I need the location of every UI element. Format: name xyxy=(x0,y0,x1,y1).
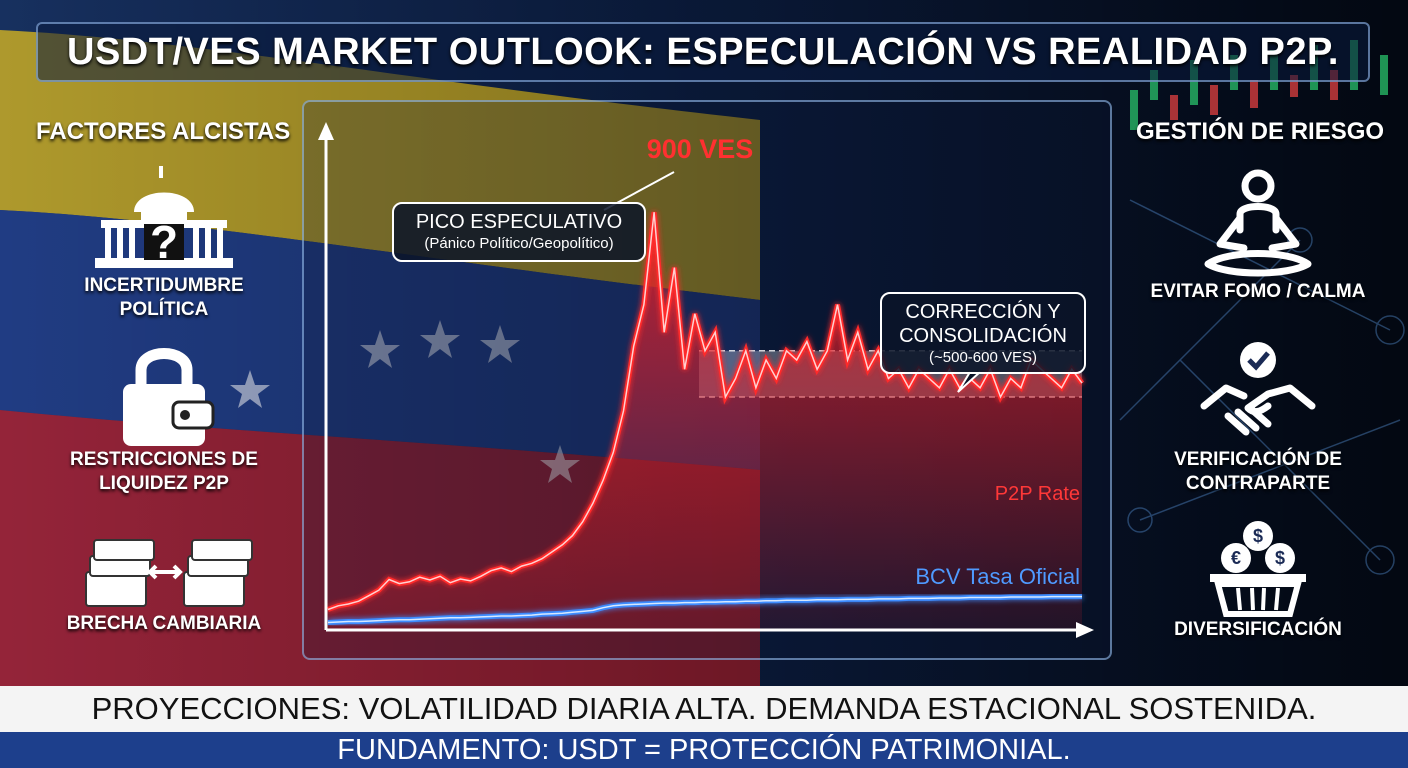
projections-banner: PROYECCIONES: VOLATILIDAD DIARIA ALTA. D… xyxy=(0,686,1408,732)
left-panel-heading: FACTORES ALCISTAS xyxy=(36,118,291,145)
corr-callout-sub: (~500-600 VES) xyxy=(929,349,1037,366)
factor-label-1: BRECHA CAMBIARIA xyxy=(66,613,262,634)
right-panel-heading: GESTIÓN DE RIESGO xyxy=(1136,118,1385,145)
title-bar: USDT/VES MARKET OUTLOOK: ESPECULACIÓN VS… xyxy=(36,22,1370,82)
p2p-area-fill xyxy=(328,212,1082,630)
peak-callout: PICO ESPECULATIVO (Pánico Político/Geopo… xyxy=(392,202,646,262)
network-lines xyxy=(1119,199,1405,575)
fundamento-text: FUNDAMENTO: USDT = PROTECCIÓN PATRIMONIA… xyxy=(337,733,1071,766)
page-title: USDT/VES MARKET OUTLOOK: ESPECULACIÓN VS… xyxy=(67,30,1339,73)
fundamento-banner: FUNDAMENTO: USDT = PROTECCIÓN PATRIMONIA… xyxy=(0,732,1408,768)
risk-counterparty-verification: VERIFICACIÓN DE CONTRAPARTE xyxy=(1138,336,1378,496)
handshake-check-icon xyxy=(1200,342,1316,436)
factor-label-2: POLÍTICA xyxy=(119,299,209,320)
svg-text:?: ? xyxy=(150,216,178,268)
projections-text: PROYECCIONES: VOLATILIDAD DIARIA ALTA. D… xyxy=(91,691,1317,726)
p2p-rate-line-core xyxy=(327,212,1083,611)
corr-callout-title-1: CORRECCIÓN Y xyxy=(905,301,1061,323)
factor-political-uncertainty: ? INCERTIDUMBRE POLÍTICA xyxy=(44,162,284,322)
risk-label-2: CONTRAPARTE xyxy=(1185,473,1331,494)
government-building-question-icon: ? xyxy=(95,166,233,268)
chart-panel: 900 VES P2P Rate BCV Tasa Oficial PICO E… xyxy=(302,100,1112,660)
currency-basket-icon: $ € $ xyxy=(1210,521,1306,617)
meditation-icon xyxy=(1204,169,1312,277)
corr-callout-title-2: CONSOLIDACIÓN xyxy=(899,325,1067,347)
corr-callout-pointer xyxy=(957,371,981,393)
peak-callout-title: PICO ESPECULATIVO xyxy=(415,211,623,233)
risk-label-1: VERIFICACIÓN DE xyxy=(1174,449,1342,470)
factor-liquidity-restrictions: RESTRICCIONES DE LIQUIDEZ P2P xyxy=(44,342,284,496)
factor-label-1: RESTRICCIONES DE xyxy=(70,449,258,470)
p2p-series-label: P2P Rate xyxy=(995,483,1080,505)
peak-value-label: 900 VES xyxy=(647,134,754,164)
money-stacks-exchange-icon xyxy=(85,539,253,607)
svg-text:$: $ xyxy=(1253,526,1263,546)
risk-label-1: DIVERSIFICACIÓN xyxy=(1174,619,1342,640)
factor-exchange-gap: BRECHA CAMBIARIA xyxy=(44,532,284,636)
factor-label-2: LIQUIDEZ P2P xyxy=(99,473,229,494)
rate-chart: 900 VES P2P Rate BCV Tasa Oficial xyxy=(318,122,1094,638)
svg-text:€: € xyxy=(1231,548,1241,568)
risk-diversification: $ € $ DIVERSIFICACIÓN xyxy=(1138,518,1378,642)
risk-label-1: EVITAR FOMO / CALMA xyxy=(1150,281,1366,302)
x-axis-arrow xyxy=(1076,622,1094,638)
bcv-series-label: BCV Tasa Oficial xyxy=(915,564,1080,589)
correction-callout: CORRECCIÓN Y CONSOLIDACIÓN (~500-600 VES… xyxy=(880,292,1086,374)
risk-avoid-fomo: EVITAR FOMO / CALMA xyxy=(1138,168,1378,304)
y-axis-arrow xyxy=(318,122,334,140)
svg-text:$: $ xyxy=(1275,548,1285,568)
padlock-wallet-icon xyxy=(123,348,215,446)
factor-label-1: INCERTIDUMBRE xyxy=(84,275,244,296)
peak-callout-sub: (Pánico Político/Geopolítico) xyxy=(424,235,614,252)
bcv-rate-line-core xyxy=(327,595,1082,624)
